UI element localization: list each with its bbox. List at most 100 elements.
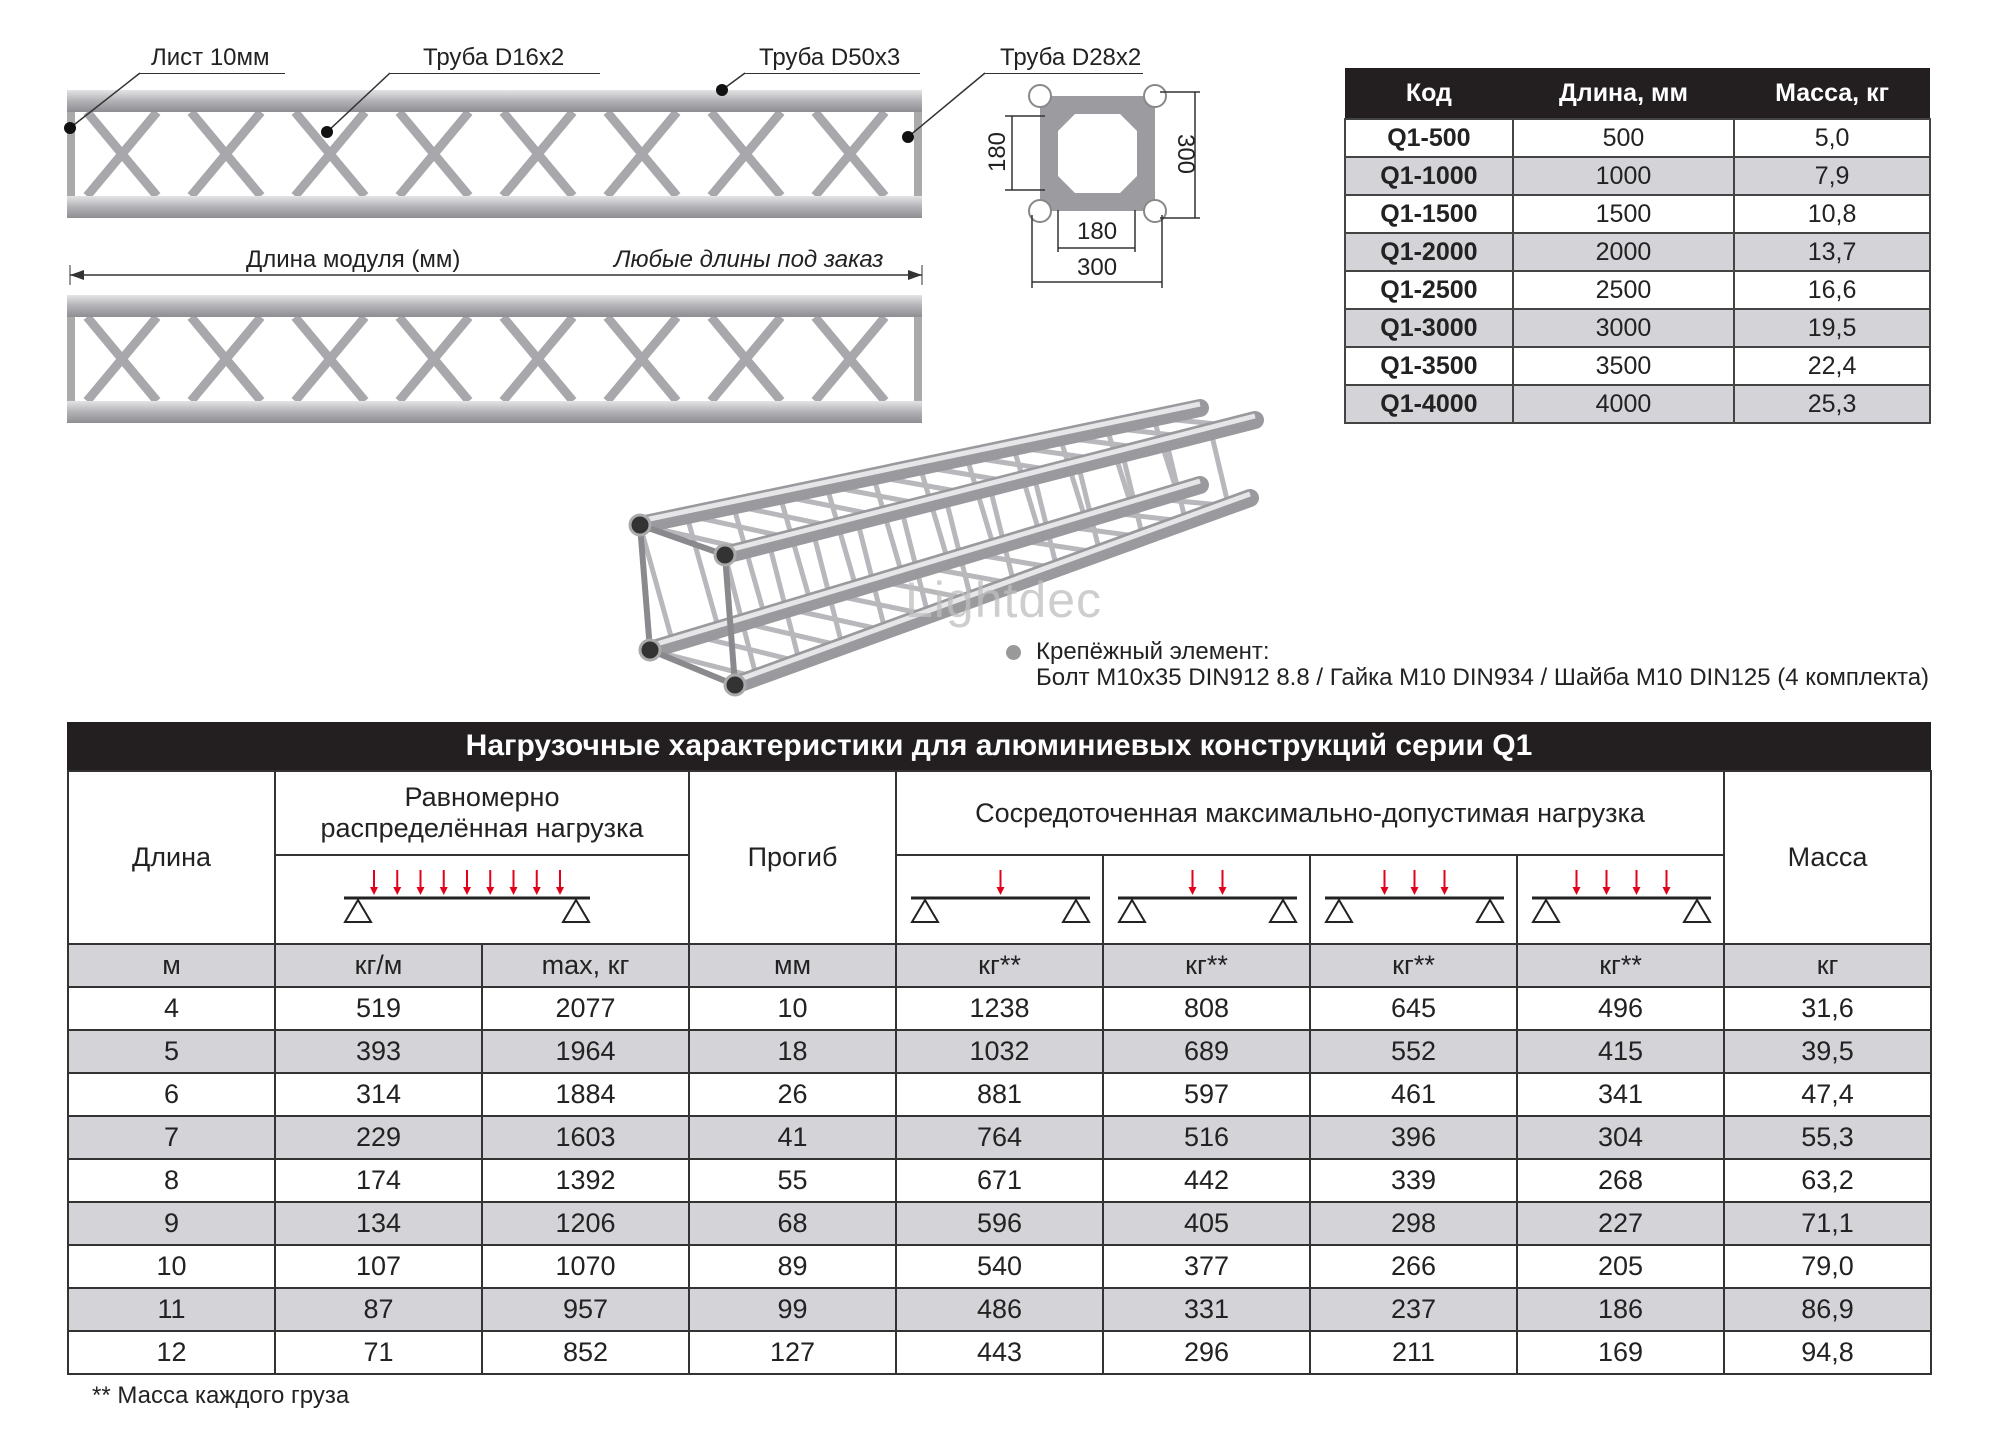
3d-brace bbox=[777, 495, 813, 603]
load-arrow-head bbox=[463, 887, 471, 895]
leader-line bbox=[326, 72, 391, 133]
unit-cell: кг/м bbox=[274, 943, 483, 988]
table-cell: 405 bbox=[1102, 1201, 1312, 1246]
table-cell: 89 bbox=[688, 1244, 898, 1289]
spec-mass: 22,4 bbox=[1733, 346, 1931, 386]
spec-mass: 5,0 bbox=[1733, 118, 1931, 158]
3d-brace bbox=[1120, 453, 1146, 538]
table-cell: 764 bbox=[895, 1115, 1105, 1160]
table-row: 10 107 1070 89 540 377 266 205 79,0 bbox=[67, 1244, 1933, 1289]
table-cell: 496 bbox=[1516, 986, 1726, 1031]
header-length: Длина bbox=[67, 770, 276, 945]
table-cell: 205 bbox=[1516, 1244, 1726, 1289]
spec-code: Q1-500 bbox=[1344, 118, 1514, 158]
header-mass: Масса bbox=[1723, 770, 1933, 945]
3d-brace bbox=[695, 633, 800, 665]
3d-chord bbox=[641, 476, 1209, 659]
load-arrow-head bbox=[1380, 887, 1389, 895]
3d-chord-end bbox=[638, 638, 662, 662]
table-cell: 341 bbox=[1516, 1072, 1726, 1117]
load-arrow-head bbox=[393, 887, 402, 895]
cross-outer-horizontal: 300 bbox=[1077, 254, 1118, 281]
callout-tube-d28: Труба D28x2 bbox=[1000, 44, 1142, 71]
support-triangle-icon bbox=[1682, 898, 1712, 923]
spec-row: Q1-3500 3500 22,4 bbox=[1344, 346, 1931, 386]
spec-row: Q1-3000 3000 19,5 bbox=[1344, 308, 1931, 348]
table-cell: 63,2 bbox=[1723, 1158, 1933, 1203]
support-triangle-icon bbox=[1531, 898, 1561, 923]
table-cell: 127 bbox=[688, 1330, 898, 1375]
point-load-diagram-1 bbox=[895, 854, 1105, 945]
top-chord bbox=[67, 90, 922, 112]
callout-tube-d50: Труба D50x3 bbox=[759, 44, 901, 71]
callout-dot-icon bbox=[716, 84, 728, 96]
table-cell: 12 bbox=[67, 1330, 276, 1375]
end-plate bbox=[67, 313, 75, 405]
table-cell: 186 bbox=[1516, 1287, 1726, 1332]
load-arrow-head bbox=[1662, 887, 1671, 895]
table-cell: 339 bbox=[1309, 1158, 1519, 1203]
arrowhead bbox=[70, 270, 84, 280]
3d-chord-highlight bbox=[649, 478, 1201, 649]
table-cell: 86,9 bbox=[1723, 1287, 1933, 1332]
spec-length: 4000 bbox=[1511, 384, 1736, 424]
table-row: 7 229 1603 41 764 516 396 304 55,3 bbox=[67, 1115, 1933, 1160]
table-cell: 71,1 bbox=[1723, 1201, 1933, 1246]
fastener-title: Крепёжный элемент: bbox=[1036, 638, 1270, 665]
load-arrow-head bbox=[1218, 887, 1227, 895]
3d-brace bbox=[964, 456, 997, 548]
spec-mass: 25,3 bbox=[1733, 384, 1931, 424]
spec-header-code: Код bbox=[1345, 68, 1513, 119]
spec-mass: 19,5 bbox=[1733, 308, 1931, 348]
table-cell: 7 bbox=[67, 1115, 276, 1160]
table-cell: 597 bbox=[1102, 1072, 1312, 1117]
bottom-chord bbox=[67, 401, 922, 423]
table-cell: 443 bbox=[895, 1330, 1105, 1375]
load-arrow-head bbox=[532, 887, 541, 895]
load-arrow-head bbox=[509, 887, 518, 895]
spec-code: Q1-1500 bbox=[1344, 194, 1514, 234]
table-cell: 1603 bbox=[480, 1115, 691, 1160]
load-arrow-head bbox=[1188, 887, 1197, 895]
header-deflection: Прогиб bbox=[688, 770, 898, 945]
table-cell: 377 bbox=[1102, 1244, 1312, 1289]
3d-chord-end bbox=[628, 513, 652, 537]
table-cell: 39,5 bbox=[1723, 1029, 1933, 1074]
spec-row: Q1-4000 4000 25,3 bbox=[1344, 384, 1931, 424]
brace bbox=[499, 314, 577, 404]
brace bbox=[707, 109, 785, 199]
table-cell: 689 bbox=[1102, 1029, 1312, 1074]
table-cell: 87 bbox=[274, 1287, 483, 1332]
table-cell: 8 bbox=[67, 1158, 276, 1203]
table-cell: 314 bbox=[274, 1072, 483, 1117]
table-cell: 41 bbox=[688, 1115, 898, 1160]
table-cell: 396 bbox=[1309, 1115, 1519, 1160]
3d-chord bbox=[716, 411, 1264, 564]
callout-underline bbox=[985, 73, 1143, 74]
brace bbox=[603, 314, 681, 404]
chord-tube bbox=[1028, 84, 1052, 108]
table-cell: 107 bbox=[274, 1244, 483, 1289]
unit-cell: кг** bbox=[1102, 943, 1312, 988]
3d-brace bbox=[824, 485, 859, 589]
table-cell: 298 bbox=[1309, 1201, 1519, 1246]
unit-cell: max, кг bbox=[480, 943, 691, 988]
unit-cell: кг** bbox=[1516, 943, 1726, 988]
table-cell: 99 bbox=[688, 1287, 898, 1332]
support-triangle-icon bbox=[1061, 898, 1091, 923]
support-triangle-icon bbox=[343, 898, 373, 923]
brace bbox=[603, 109, 681, 199]
table-cell: 596 bbox=[895, 1201, 1105, 1246]
table-cell: 174 bbox=[274, 1158, 483, 1203]
3d-brace bbox=[1075, 464, 1103, 554]
table-cell: 296 bbox=[1102, 1330, 1312, 1375]
load-arrow-head bbox=[1440, 887, 1449, 895]
footnote: ** Масса каждого груза bbox=[92, 1382, 350, 1409]
table-cell: 304 bbox=[1516, 1115, 1726, 1160]
callout-underline bbox=[390, 73, 600, 74]
table-cell: 852 bbox=[480, 1330, 691, 1375]
3d-brace bbox=[1057, 436, 1088, 521]
cross-section-opening bbox=[1058, 114, 1137, 193]
support-triangle-icon bbox=[1324, 898, 1354, 923]
chord-tube bbox=[1028, 199, 1052, 223]
